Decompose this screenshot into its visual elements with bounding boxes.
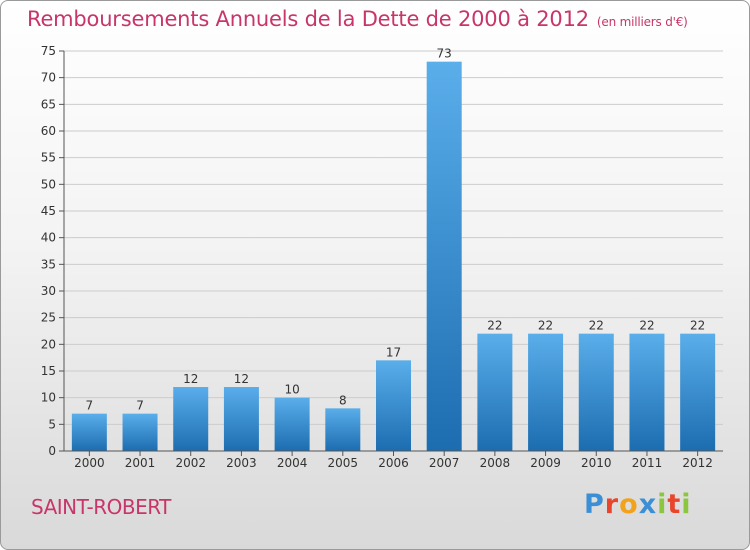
place-name: SAINT-ROBERT [31, 495, 171, 519]
logo-letter: o [619, 489, 639, 520]
x-tick-label: 2006 [378, 456, 409, 470]
data-label: 12 [234, 372, 249, 386]
data-label: 8 [339, 393, 347, 407]
bar [426, 61, 462, 452]
x-tick-label: 2004 [277, 456, 308, 470]
y-tick-label: 70 [41, 71, 56, 85]
y-tick-label: 35 [41, 257, 56, 271]
bar [376, 360, 411, 451]
y-tick-label: 10 [41, 391, 56, 405]
logo-letter: i [681, 489, 692, 520]
y-tick-label: 65 [41, 97, 56, 111]
x-tick-label: 2001 [125, 456, 156, 470]
chart-title: Remboursements Annuels de la Dette de 20… [27, 7, 688, 31]
y-tick-label: 50 [41, 177, 56, 191]
x-tick-label: 2010 [581, 456, 612, 470]
x-tick-label: 2003 [226, 456, 257, 470]
bars: 7 7 12 12 10 8 17 73 22 22 22 22 22 [71, 47, 716, 452]
y-tick-label: 0 [48, 444, 56, 458]
y-tick-label: 15 [41, 364, 56, 378]
proxiti-logo: Proxiti [584, 489, 692, 520]
bar [680, 333, 716, 451]
y-tick-label: 45 [41, 204, 56, 218]
y-tick-label: 60 [41, 124, 56, 138]
bar [71, 413, 107, 451]
y-tick-label: 25 [41, 311, 56, 325]
logo-letter: r [604, 489, 620, 520]
data-label: 22 [538, 319, 553, 333]
bar [274, 397, 310, 451]
x-tick-label: 2009 [530, 456, 561, 470]
bar [173, 387, 209, 451]
logo-letter: P [584, 489, 605, 520]
data-label: 22 [487, 319, 502, 333]
x-tick-label: 2008 [480, 456, 511, 470]
x-tick-label: 2005 [328, 456, 359, 470]
data-label: 22 [589, 319, 604, 333]
x-tick-label: 2007 [429, 456, 460, 470]
bar [528, 333, 564, 451]
data-label: 22 [639, 319, 654, 333]
x-tick-label: 2012 [682, 456, 713, 470]
logo-letter: i [657, 489, 668, 520]
x-tick-label: 2002 [175, 456, 206, 470]
data-label: 22 [690, 319, 705, 333]
x-tick-label: 2011 [632, 456, 663, 470]
x-tick-label: 2000 [74, 456, 105, 470]
data-label: 12 [183, 372, 198, 386]
data-label: 10 [284, 383, 299, 397]
data-label: 17 [386, 345, 401, 359]
data-label: 73 [437, 47, 452, 61]
y-tick-label: 30 [41, 284, 56, 298]
y-tick-label: 40 [41, 231, 56, 245]
bar [477, 333, 513, 451]
title-text: Remboursements Annuels de la Dette de 20… [27, 7, 589, 31]
y-tick-label: 20 [41, 337, 56, 351]
chart-subtitle: (en milliers d'€) [596, 15, 688, 29]
y-tick-label: 55 [41, 151, 56, 165]
bar [223, 387, 259, 451]
y-tick-label: 75 [41, 44, 56, 58]
logo-letter: t [667, 489, 682, 520]
bar [325, 408, 361, 451]
data-label: 7 [136, 399, 144, 413]
data-label: 7 [86, 399, 94, 413]
y-tick-label: 5 [48, 417, 56, 431]
bar [578, 333, 614, 451]
y-axis: 0 5 10 15 20 25 30 35 40 45 50 55 60 65 70 75 [41, 44, 65, 458]
bar [629, 333, 665, 451]
bar [122, 413, 158, 451]
logo-letter: x [638, 489, 658, 520]
x-axis: 2000 2001 2002 2003 2004 2005 2006 2007 2008 2009… [64, 450, 723, 470]
